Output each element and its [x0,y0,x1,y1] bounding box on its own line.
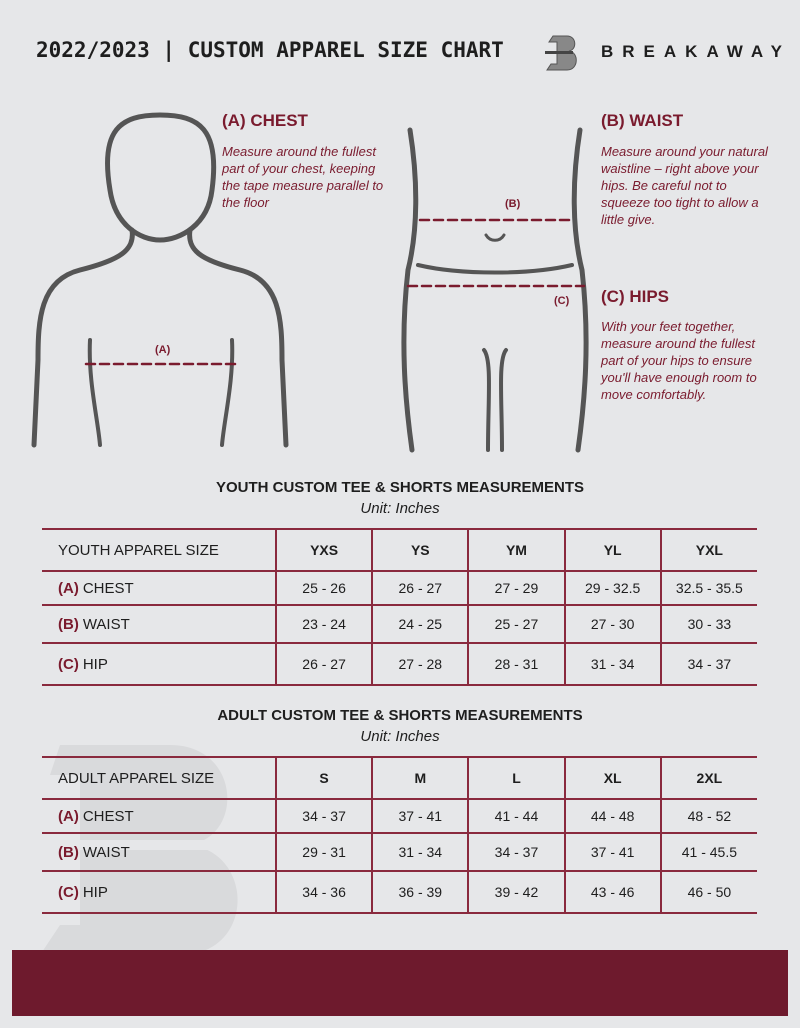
chest-description: Measure around the fullest part of your … [222,144,384,210]
measurement-value: 32.5 - 35.5 [659,570,757,606]
measurement-value: 25 - 26 [274,570,373,606]
footer-bar [12,950,788,1016]
left-hip-outline [401,127,419,453]
measurement-label: (C) HIP [42,642,276,686]
measurement-value: 43 - 46 [563,870,661,914]
waist-description: Measure around your natural waistline – … [601,144,768,227]
measurement-value: 28 - 31 [467,642,565,686]
measurement-value: 48 - 52 [659,798,757,834]
measurement-value: 26 - 27 [371,570,469,606]
page-title: 2022/2023 | CUSTOM APPAREL SIZE CHART [36,38,504,62]
measurement-value: 41 - 45.5 [659,832,757,872]
measurement-value: 34 - 37 [467,832,565,872]
youth-size-table: YOUTH APPAREL SIZE YXS YS YM YL YXL (A) CHEST 25… [42,528,757,686]
measurement-code: (A) [58,807,79,825]
chest-heading: (A) CHEST [222,111,308,130]
table-row: (C) HIP 34 - 36 36 - 39 39 - 42 43 - 46 46 - 5… [42,870,757,914]
size-column-header: M [371,756,469,800]
measurement-value: 39 - 42 [467,870,565,914]
measurement-name: CHEST [82,579,134,597]
measurement-value: 23 - 24 [274,604,373,644]
table-header-row: ADULT APPAREL SIZE S M L XL 2XL [42,756,757,800]
measurement-code: (B) [58,615,79,633]
hips-description: With your feet together, measure around … [601,319,757,402]
measurement-label: (B) WAIST [42,832,276,872]
size-column-header: YS [371,528,469,572]
measurement-name: CHEST [82,807,134,825]
breakaway-logo-icon [545,35,577,71]
measurement-label: (A) CHEST [42,798,276,834]
size-column-header: YM [467,528,565,572]
adult-size-table: ADULT APPAREL SIZE S M L XL 2XL (A) CHEST 34 - 3… [42,756,757,914]
size-column-header: YXL [659,528,757,572]
hips-heading: (C) HIPS [601,287,669,306]
measurement-name: HIP [82,655,108,673]
measurement-value: 31 - 34 [371,832,469,872]
chest-marker: (A) [155,344,171,356]
size-column-header: S [274,756,373,800]
size-column-header: XL [563,756,661,800]
measurement-value: 31 - 34 [563,642,661,686]
measurement-value: 29 - 32.5 [563,570,661,606]
measurement-value: 24 - 25 [371,604,469,644]
measurement-label: (A) CHEST [42,570,276,606]
waist-marker: (B) [505,198,521,210]
measurement-code: (A) [58,579,79,597]
measurement-value: 25 - 27 [467,604,565,644]
measurement-name: WAIST [82,843,130,861]
measurement-label: (B) WAIST [42,604,276,644]
measurement-value: 34 - 37 [659,642,757,686]
table-row: (C) HIP 26 - 27 27 - 28 28 - 31 31 - 34 34 - 3… [42,642,757,686]
measurement-value: 26 - 27 [274,642,373,686]
body-diagram [31,112,589,453]
measurement-value: 46 - 50 [659,870,757,914]
size-column-header: YXS [274,528,373,572]
measurement-value: 27 - 30 [563,604,661,644]
right-shoulder-outline [187,227,289,448]
waist-heading: (B) WAIST [601,111,684,130]
measurement-value: 41 - 44 [467,798,565,834]
measurement-value: 34 - 37 [274,798,373,834]
right-hip-outline [571,127,589,453]
size-column-header: YL [563,528,661,572]
hip-marker: (C) [554,295,570,307]
table-row: (A) CHEST 34 - 37 37 - 41 41 - 44 44 - 48 48 -… [42,798,757,834]
youth-section-title: YOUTH CUSTOM TEE & SHORTS MEASUREMENTS [215,479,585,496]
table-row: (B) WAIST 23 - 24 24 - 25 25 - 27 27 - 30 30 -… [42,604,757,644]
left-shoulder-outline [31,227,135,448]
adult-unit: Unit: Inches [360,728,440,745]
measurement-name: HIP [82,883,108,901]
adult-section-title: ADULT CUSTOM TEE & SHORTS MEASUREMENTS [217,707,583,724]
brand-name: BREAKAWAY [601,42,791,61]
size-column-header: L [467,756,565,800]
table-row: (B) WAIST 29 - 31 31 - 34 34 - 37 37 - 41 41 -… [42,832,757,872]
measurement-value: 27 - 29 [467,570,565,606]
measurement-name: WAIST [82,615,130,633]
measurement-value: 36 - 39 [371,870,469,914]
measurement-value: 27 - 28 [371,642,469,686]
table-header-row: YOUTH APPAREL SIZE YXS YS YM YL YXL [42,528,757,572]
measurement-value: 37 - 41 [371,798,469,834]
measurement-label: (C) HIP [42,870,276,914]
measurement-value: 29 - 31 [274,832,373,872]
size-header: YOUTH APPAREL SIZE [42,528,276,572]
measurement-value: 34 - 36 [274,870,373,914]
measurement-value: 44 - 48 [563,798,661,834]
measurement-value: 30 - 33 [659,604,757,644]
size-header: ADULT APPAREL SIZE [42,756,276,800]
size-column-header: 2XL [659,756,757,800]
measurement-code: (C) [58,883,79,901]
head-outline [104,112,217,243]
measurement-value: 37 - 41 [563,832,661,872]
youth-unit: Unit: Inches [360,500,440,517]
measurement-code: (B) [58,843,79,861]
measurement-code: (C) [58,655,79,673]
table-row: (A) CHEST 25 - 26 26 - 27 27 - 29 29 - 32.5 32… [42,570,757,606]
